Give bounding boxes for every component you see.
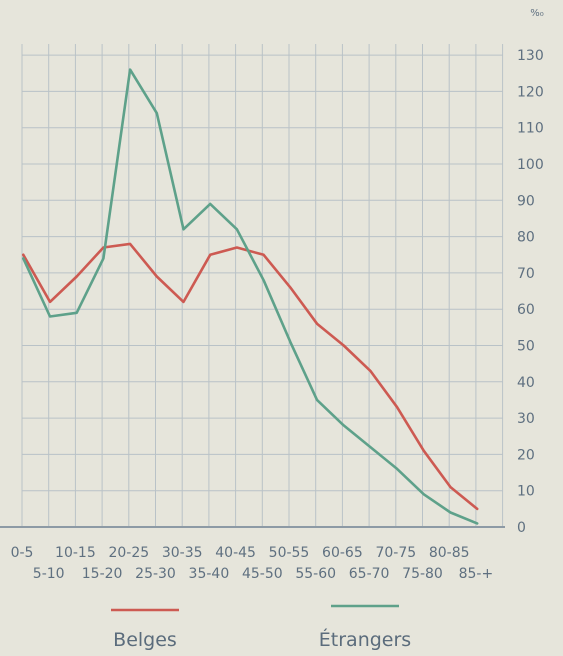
legend-label: Belges — [113, 629, 177, 651]
x-tick-label: 50-55 — [269, 545, 310, 561]
x-tick-label: 10-15 — [55, 545, 96, 561]
series-lines — [21, 68, 479, 525]
x-tick-label: 45-50 — [242, 566, 283, 582]
y-tick-label: 30 — [517, 411, 535, 427]
y-tick-label: 40 — [517, 375, 535, 391]
x-tick-label: 80-85 — [429, 545, 470, 561]
x-tick-label: 20-25 — [108, 545, 149, 561]
y-tick-label: 10 — [517, 484, 535, 500]
legend: Belges Étrangers — [111, 604, 411, 651]
x-tick-label: 15-20 — [82, 566, 123, 582]
x-tick-label: 25-30 — [135, 566, 176, 582]
y-tick-label: 90 — [517, 193, 535, 209]
y-tick-label: 80 — [517, 230, 535, 246]
y-tick-label: 130 — [517, 48, 544, 64]
y-tick-label: 60 — [517, 302, 535, 318]
x-tick-label: 65-70 — [349, 566, 390, 582]
y-tick-label: 100 — [517, 157, 544, 173]
x-tick-label: 5-10 — [33, 566, 65, 582]
x-tick-label: 55-60 — [295, 566, 336, 582]
series-line-belges — [21, 242, 479, 511]
x-tick-label: 75-80 — [402, 566, 443, 582]
y-tick-label: 20 — [517, 447, 535, 463]
x-tick-label: 70-75 — [375, 545, 416, 561]
legend-label: Étrangers — [319, 628, 411, 651]
y-tick-label: 110 — [517, 121, 544, 137]
x-tick-label: 85-+ — [459, 566, 494, 582]
y-axis-ticks: 0 10 20 30 40 50 60 70 80 90 100 110 120 130 — [517, 48, 544, 536]
x-tick-label: 0-5 — [11, 545, 34, 561]
y-tick-label: 70 — [517, 266, 535, 282]
y-axis-unit-label: %₀ — [530, 8, 544, 19]
x-tick-label: 60-65 — [322, 545, 363, 561]
series-line-trangers — [21, 68, 479, 525]
x-tick-label: 35-40 — [189, 566, 230, 582]
y-tick-label: 50 — [517, 339, 535, 355]
grid — [21, 44, 504, 528]
x-tick-label: 30-35 — [162, 545, 203, 561]
x-tick-label: 40-45 — [215, 545, 256, 561]
y-tick-label: 120 — [517, 84, 544, 100]
y-tick-label: 0 — [517, 520, 526, 536]
x-axis-ticks: 0-5 10-15 20-25 30-35 40-45 50-55 60-65 70-75 80… — [11, 545, 494, 582]
